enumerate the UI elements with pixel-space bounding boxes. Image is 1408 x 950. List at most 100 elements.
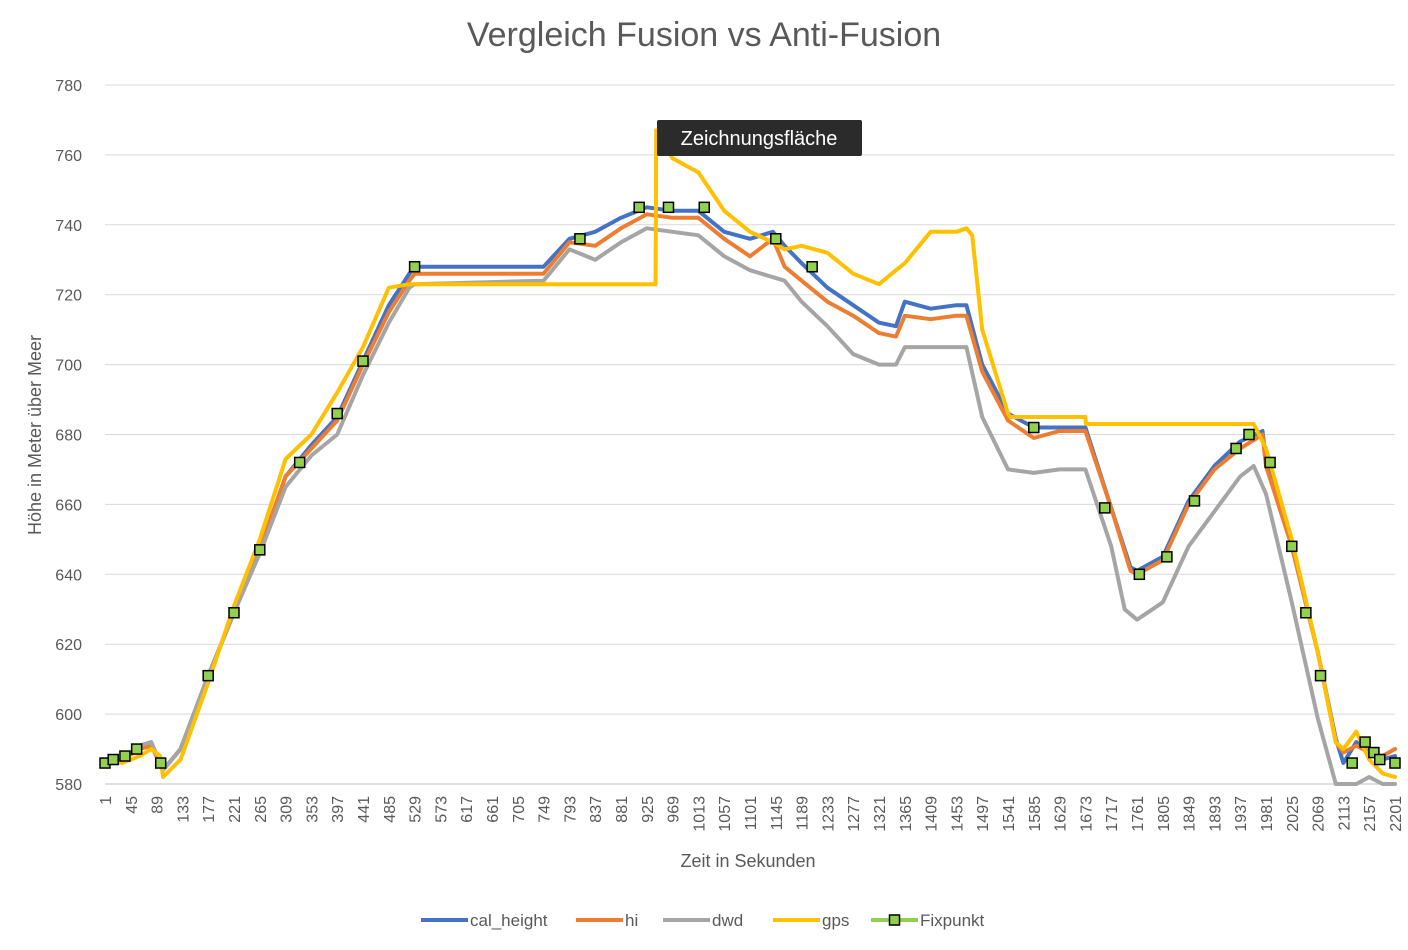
series-line-hi[interactable] bbox=[103, 212, 1397, 772]
x-tick-label: 1981 bbox=[1259, 796, 1276, 832]
x-tick-label: 397 bbox=[330, 796, 347, 823]
x-tick-label: 661 bbox=[485, 796, 502, 823]
y-tick-label: 780 bbox=[55, 78, 82, 95]
x-tick-label: 793 bbox=[562, 796, 579, 823]
series-line-gps[interactable] bbox=[103, 128, 1397, 779]
legend-label: gps bbox=[822, 911, 849, 930]
y-tick-label: 700 bbox=[55, 358, 82, 375]
x-tick-label: 1277 bbox=[846, 796, 863, 832]
fixpunkt-marker bbox=[154, 757, 167, 769]
fixpunkt-marker bbox=[130, 743, 143, 755]
x-tick-label: 485 bbox=[382, 796, 399, 823]
x-tick-label: 1233 bbox=[820, 796, 837, 832]
x-tick-label: 441 bbox=[356, 796, 373, 823]
fixpunkt-marker bbox=[1359, 736, 1371, 748]
x-tick-label: 925 bbox=[640, 796, 657, 823]
fixpunkt-marker bbox=[1389, 757, 1401, 769]
y-tick-label: 600 bbox=[55, 707, 82, 724]
x-tick-label: 1629 bbox=[1053, 796, 1070, 832]
fixpunkt-marker bbox=[770, 233, 782, 245]
fixpunkt-marker bbox=[408, 260, 421, 273]
x-tick-label: 177 bbox=[201, 796, 218, 823]
x-tick-label: 2069 bbox=[1311, 796, 1328, 832]
x-tick-label: 969 bbox=[666, 796, 683, 823]
x-tick-label: 1189 bbox=[795, 796, 812, 831]
y-tick-label: 660 bbox=[55, 497, 82, 514]
x-tick-label: 1 bbox=[98, 796, 115, 805]
x-tick-label: 1805 bbox=[1156, 796, 1173, 832]
fixpunkt-marker bbox=[1099, 502, 1111, 514]
tooltip: Zeichnungsfläche bbox=[657, 120, 862, 156]
x-tick-label: 1057 bbox=[717, 796, 734, 832]
x-tick-label: 89 bbox=[150, 796, 167, 814]
x-tick-label: 353 bbox=[304, 796, 321, 823]
x-tick-label: 221 bbox=[227, 796, 244, 823]
x-tick-label: 617 bbox=[459, 796, 476, 823]
x-tick-label: 265 bbox=[253, 796, 270, 823]
fixpunkt-marker bbox=[1346, 757, 1358, 769]
fixpunkt-marker bbox=[1300, 606, 1312, 619]
fixpunkt-marker bbox=[698, 201, 711, 214]
fixpunkt-marker bbox=[1243, 428, 1255, 441]
y-tick-label: 580 bbox=[55, 777, 82, 794]
fixpunkt-marker bbox=[119, 750, 131, 762]
fixpunkt-marker bbox=[202, 669, 214, 682]
fixpunkt-marker bbox=[1368, 746, 1380, 759]
y-tick-label: 640 bbox=[55, 567, 82, 584]
x-tick-label: 2201 bbox=[1388, 796, 1405, 832]
y-axis-ticks: 580 600 620 640 660 680 700 720 740 760 780 bbox=[55, 78, 82, 794]
x-tick-label: 45 bbox=[124, 796, 141, 814]
x-tick-label: 1761 bbox=[1130, 796, 1147, 832]
x-axis-ticks: 1 45 89 133 177 221 265 309 353 397 441 485 529 573 61… bbox=[98, 796, 1405, 832]
y-tick-label: 620 bbox=[55, 637, 82, 654]
fixpunkt-marker bbox=[357, 355, 369, 367]
x-tick-label: 1673 bbox=[1078, 796, 1095, 832]
gridlines bbox=[105, 84, 1395, 785]
fixpunkt-marker bbox=[1230, 442, 1242, 455]
legend-marker bbox=[888, 914, 901, 926]
x-tick-label: 1497 bbox=[975, 796, 992, 832]
fixpunkt-marker bbox=[1028, 421, 1040, 434]
x-tick-label: 2157 bbox=[1362, 796, 1379, 832]
x-tick-label: 1717 bbox=[1104, 796, 1121, 832]
legend-label: hi bbox=[625, 911, 638, 930]
x-tick-label: 1365 bbox=[898, 796, 915, 832]
x-tick-label: 1453 bbox=[949, 796, 966, 832]
y-tick-label: 720 bbox=[55, 288, 82, 305]
x-tick-label: 705 bbox=[511, 796, 528, 823]
tooltip-box bbox=[657, 120, 862, 156]
x-tick-label: 2025 bbox=[1285, 796, 1302, 832]
x-tick-label: 1893 bbox=[1207, 796, 1224, 832]
y-tick-label: 680 bbox=[55, 428, 82, 445]
fixpunkt-marker bbox=[1161, 551, 1173, 563]
fixpunkt-marker bbox=[331, 407, 343, 420]
fixpunkt-markers bbox=[99, 201, 1401, 769]
x-tick-label: 1321 bbox=[872, 796, 889, 832]
legend-label: Fixpunkt bbox=[920, 911, 985, 930]
x-tick-label: 1409 bbox=[924, 796, 941, 832]
legend-label: dwd bbox=[712, 911, 743, 930]
fixpunkt-marker bbox=[806, 260, 818, 273]
fixpunkt-marker bbox=[662, 201, 675, 214]
fixpunkt-marker bbox=[293, 456, 306, 469]
x-axis-label: Zeit in Sekunden bbox=[680, 851, 815, 871]
series-line-dwd[interactable] bbox=[103, 226, 1397, 786]
chart-title: Vergleich Fusion vs Anti-Fusion bbox=[467, 16, 941, 54]
x-tick-label: 837 bbox=[588, 796, 605, 823]
fixpunkt-marker bbox=[1133, 568, 1146, 581]
fixpunkt-marker bbox=[1286, 540, 1298, 553]
y-axis-label: Höhe in Meter über Meer bbox=[25, 335, 45, 535]
y-tick-label: 740 bbox=[55, 218, 82, 235]
legend: cal_height hi dwd gps Fixpunkt bbox=[421, 911, 985, 930]
x-tick-label: 1145 bbox=[769, 796, 786, 831]
fixpunkt-marker bbox=[574, 233, 586, 245]
fixpunkt-marker bbox=[254, 544, 266, 556]
x-tick-label: 309 bbox=[279, 796, 296, 823]
fixpunkt-marker bbox=[633, 201, 645, 214]
fixpunkt-marker bbox=[1188, 495, 1201, 507]
fixpunkt-marker bbox=[1374, 753, 1386, 766]
y-tick-label: 760 bbox=[55, 148, 82, 165]
legend-label: cal_height bbox=[470, 911, 548, 930]
fixpunkt-marker bbox=[228, 606, 240, 619]
